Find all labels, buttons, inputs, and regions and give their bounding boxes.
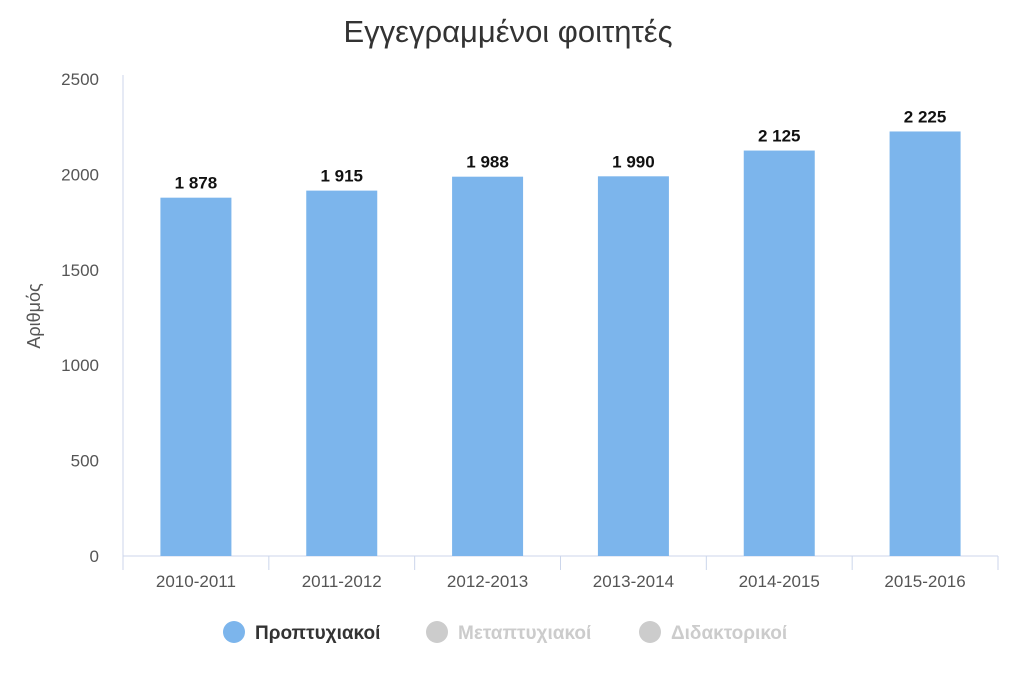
plot-area: 0 500 1000 1500 2000 2500 1 878 2010-2011 1 915 2… bbox=[61, 70, 999, 591]
legend-marker bbox=[639, 621, 661, 643]
data-label: 2 125 bbox=[758, 127, 801, 146]
legend-marker bbox=[223, 621, 245, 643]
data-label: 1 988 bbox=[466, 153, 509, 172]
y-tick-label: 500 bbox=[71, 452, 99, 471]
bar bbox=[160, 197, 232, 556]
y-tick-label: 1500 bbox=[61, 261, 99, 280]
x-tick-label: 2014-2015 bbox=[739, 572, 820, 591]
legend: Προπτυχιακοί Μεταπτυχιακοί Διδακτορικοί bbox=[223, 621, 787, 644]
y-tick-label: 2500 bbox=[61, 70, 99, 89]
bar bbox=[889, 131, 961, 556]
data-label: 2 225 bbox=[904, 107, 947, 126]
legend-item[interactable]: Μεταπτυχιακοί bbox=[426, 621, 591, 644]
data-label: 1 990 bbox=[612, 152, 655, 171]
y-tick-label: 1000 bbox=[61, 356, 99, 375]
chart-title: Εγγεγραμμένοι φοιτητές bbox=[343, 14, 672, 49]
legend-item[interactable]: Διδακτορικοί bbox=[639, 621, 787, 644]
legend-item[interactable]: Προπτυχιακοί bbox=[223, 621, 380, 644]
legend-label: Διδακτορικοί bbox=[671, 623, 787, 644]
x-tick-label: 2015-2016 bbox=[884, 572, 965, 591]
data-label: 1 915 bbox=[320, 167, 363, 186]
legend-label: Προπτυχιακοί bbox=[255, 623, 380, 644]
legend-marker bbox=[426, 621, 448, 643]
y-tick-label: 2000 bbox=[61, 165, 99, 184]
x-tick-label: 2012-2013 bbox=[447, 572, 528, 591]
x-tick-label: 2011-2012 bbox=[302, 572, 382, 591]
data-label: 1 878 bbox=[175, 174, 218, 193]
y-axis-label: Αριθμός bbox=[24, 283, 44, 349]
bar bbox=[743, 150, 815, 557]
legend-label: Μεταπτυχιακοί bbox=[458, 623, 591, 644]
y-tick-label: 0 bbox=[90, 547, 99, 566]
x-tick-label: 2013-2014 bbox=[593, 572, 674, 591]
x-tick-label: 2010-2011 bbox=[156, 572, 236, 591]
bar bbox=[597, 176, 669, 557]
bar bbox=[306, 190, 378, 557]
bar bbox=[452, 176, 524, 556]
